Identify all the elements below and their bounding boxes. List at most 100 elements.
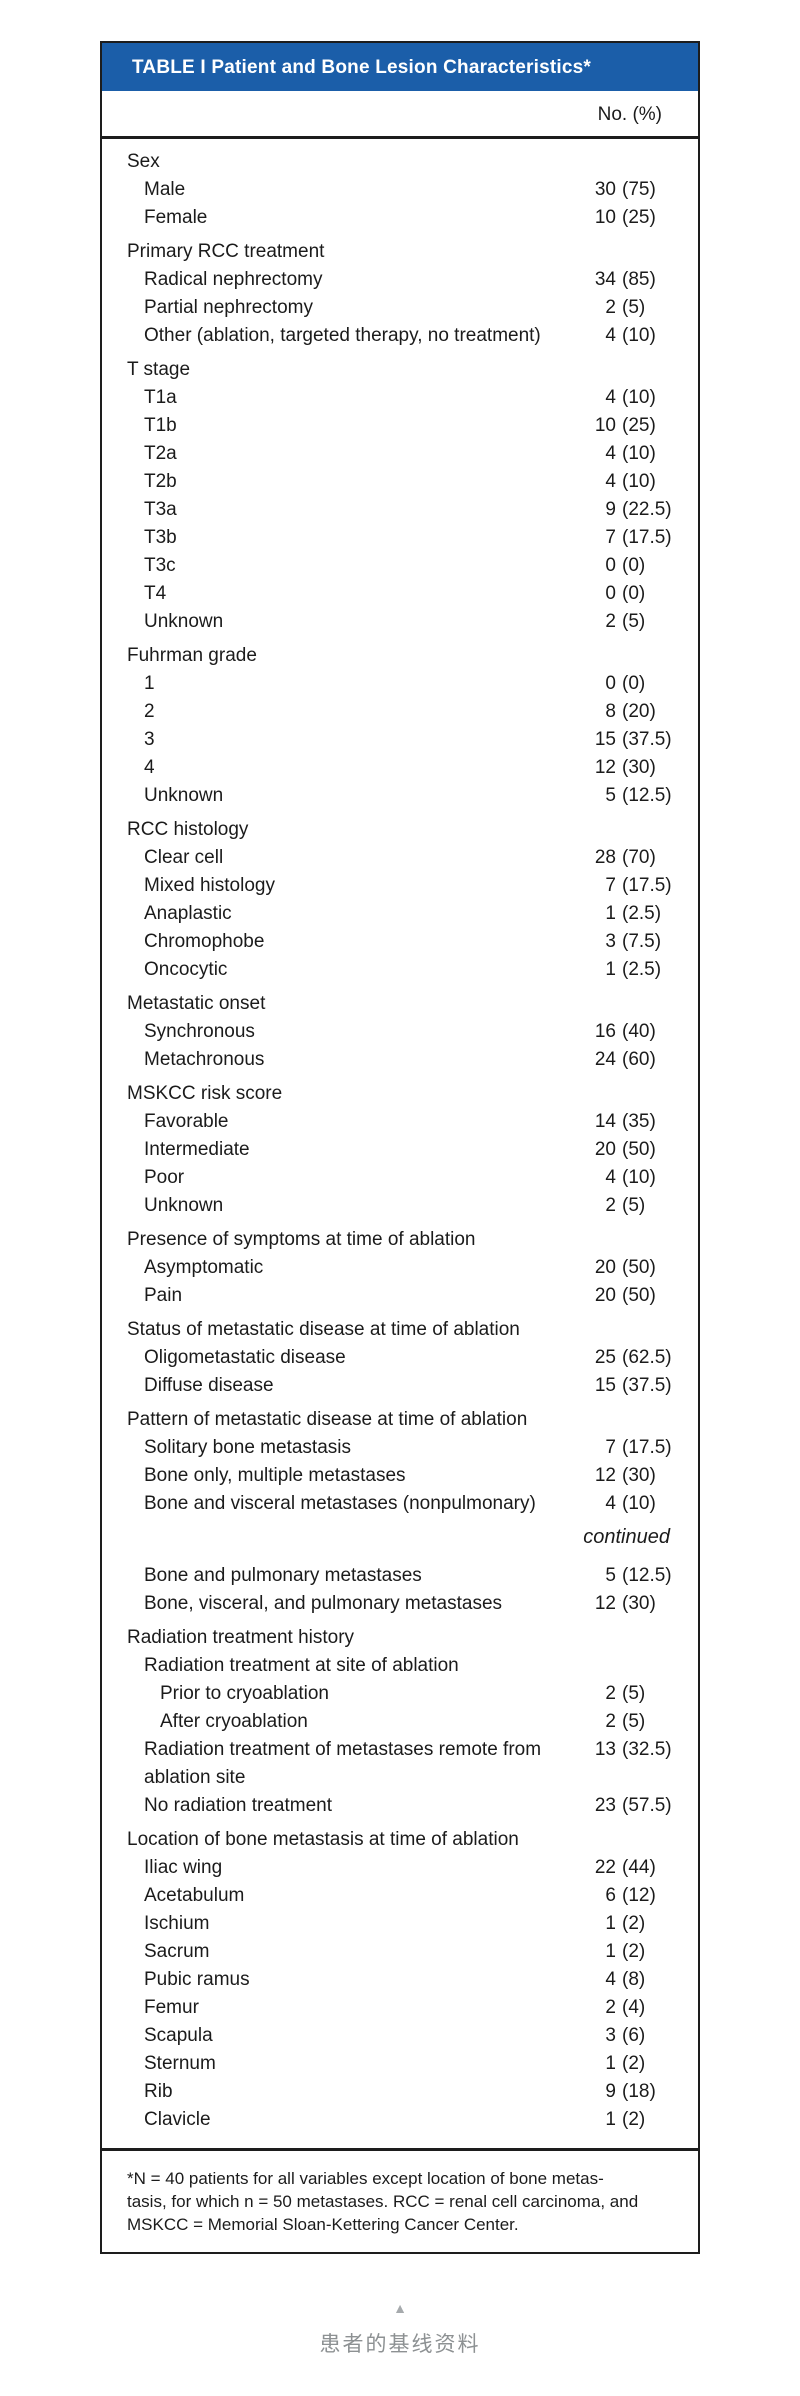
row-value: 2 (5) bbox=[550, 294, 670, 322]
row-value: 7 (17.5) bbox=[550, 872, 672, 900]
row-value: 7 (17.5) bbox=[550, 524, 672, 552]
value-count: 10 bbox=[594, 415, 616, 436]
value-percent: (10) bbox=[622, 1167, 656, 1188]
row-value: 10 (25) bbox=[550, 204, 670, 232]
value-percent: (30) bbox=[622, 1465, 656, 1486]
value-percent: (85) bbox=[622, 269, 656, 290]
table-row: T3c 0 (0) bbox=[102, 552, 698, 580]
table-row: Prior to cryoablation 2 (5) bbox=[102, 1680, 698, 1708]
table-row: T2a 4 (10) bbox=[102, 440, 698, 468]
value-count: 2 bbox=[605, 1711, 616, 1732]
figure-caption: ▲ 患者的基线资料 bbox=[0, 2300, 800, 2358]
value-percent: (5) bbox=[622, 297, 646, 318]
value-percent: (10) bbox=[622, 471, 656, 492]
value-count: 1 bbox=[605, 2053, 616, 2074]
value-count: 0 bbox=[605, 583, 616, 604]
section-header: Fuhrman grade bbox=[127, 645, 257, 666]
table-row: Bone, visceral, and pulmonary metastases… bbox=[102, 1590, 698, 1618]
row-label: Unknown bbox=[144, 785, 224, 806]
row-label: Sacrum bbox=[144, 1941, 210, 1962]
row-value: 15 (37.5) bbox=[550, 1372, 672, 1400]
value-percent: (5) bbox=[622, 1711, 646, 1732]
continued-marker: continued bbox=[583, 1526, 670, 1548]
section-header: Primary RCC treatment bbox=[127, 241, 325, 262]
value-percent: (2.5) bbox=[622, 959, 662, 980]
row-value: 20 (50) bbox=[550, 1282, 670, 1310]
row-label: Metachronous bbox=[144, 1049, 265, 1070]
row-label: Radical nephrectomy bbox=[144, 269, 323, 290]
value-percent: (2) bbox=[622, 1941, 646, 1962]
row-label: Ischium bbox=[144, 1913, 210, 1934]
row-label: Acetabulum bbox=[144, 1885, 245, 1906]
table-row: Other (ablation, targeted therapy, no tr… bbox=[102, 322, 698, 350]
row-value: 30 (75) bbox=[550, 176, 670, 204]
row-label: Diffuse disease bbox=[144, 1375, 274, 1396]
table-row: Ischium 1 (2) bbox=[102, 1910, 698, 1938]
section-header: RCC histology bbox=[127, 819, 249, 840]
row-value: 22 (44) bbox=[550, 1854, 670, 1882]
value-count: 4 bbox=[605, 1493, 616, 1514]
value-percent: (50) bbox=[622, 1285, 656, 1306]
row-value: 4 (10) bbox=[550, 1164, 670, 1192]
value-percent: (30) bbox=[622, 1593, 656, 1614]
value-percent: (40) bbox=[622, 1021, 656, 1042]
row-label: Pubic ramus bbox=[144, 1969, 250, 1990]
value-count: 34 bbox=[594, 269, 616, 290]
row-label: T1a bbox=[144, 387, 177, 408]
row-label: T3c bbox=[144, 555, 176, 576]
value-count: 13 bbox=[594, 1739, 616, 1760]
table-row: Clavicle 1 (2) bbox=[102, 2106, 698, 2134]
value-percent: (0) bbox=[622, 583, 646, 604]
value-count: 15 bbox=[594, 729, 616, 750]
row-value: 7 (17.5) bbox=[550, 1434, 671, 1462]
row-value: 20 (50) bbox=[550, 1136, 670, 1164]
footnote-line: *N = 40 patients for all variables excep… bbox=[127, 2169, 604, 2188]
table-row: Iliac wing 22 (44) bbox=[102, 1854, 698, 1882]
table-row: T2b 4 (10) bbox=[102, 468, 698, 496]
row-label: Oncocytic bbox=[144, 959, 228, 980]
value-count: 5 bbox=[605, 785, 616, 806]
value-percent: (17.5) bbox=[622, 875, 672, 896]
row-label: Favorable bbox=[144, 1111, 229, 1132]
table-title: TABLE I Patient and Bone Lesion Characte… bbox=[132, 57, 592, 78]
value-percent: (37.5) bbox=[622, 729, 672, 750]
value-count: 4 bbox=[605, 1969, 616, 1990]
value-count: 16 bbox=[594, 1021, 616, 1042]
row-value: 34 (85) bbox=[550, 266, 670, 294]
table-row: Rib 9 (18) bbox=[102, 2078, 698, 2106]
value-percent: (10) bbox=[622, 1493, 656, 1514]
value-count: 2 bbox=[605, 1195, 616, 1216]
value-count: 14 bbox=[594, 1111, 616, 1132]
value-percent: (20) bbox=[622, 701, 656, 722]
table-row: Asymptomatic 20 (50) bbox=[102, 1254, 698, 1282]
row-value: 1 (2) bbox=[550, 1910, 670, 1938]
table-row: Bone and visceral metastases (nonpulmona… bbox=[102, 1490, 698, 1518]
value-count: 15 bbox=[594, 1375, 616, 1396]
table-row: Solitary bone metastasis 7 (17.5) bbox=[102, 1434, 698, 1462]
row-label: Other (ablation, targeted therapy, no tr… bbox=[144, 325, 541, 346]
value-count: 9 bbox=[605, 499, 616, 520]
row-value: 4 (8) bbox=[550, 1966, 670, 1994]
value-percent: (7.5) bbox=[622, 931, 662, 952]
row-label: Anaplastic bbox=[144, 903, 232, 924]
row-label: Male bbox=[144, 179, 186, 200]
row-value: 2 (5) bbox=[550, 608, 670, 636]
value-percent: (2.5) bbox=[622, 903, 662, 924]
value-percent: (25) bbox=[622, 207, 656, 228]
table-row: T4 0 (0) bbox=[102, 580, 698, 608]
table-row: Radiation treatment at site of ablation bbox=[102, 1652, 698, 1680]
value-percent: (25) bbox=[622, 415, 656, 436]
row-label: Bone only, multiple metastases bbox=[144, 1465, 406, 1486]
row-value: 10 (25) bbox=[550, 412, 670, 440]
row-label: Intermediate bbox=[144, 1139, 250, 1160]
section-header: Sex bbox=[127, 151, 160, 172]
section-header: Metastatic onset bbox=[127, 993, 266, 1014]
table-row: Synchronous 16 (40) bbox=[102, 1018, 698, 1046]
row-label: Bone, visceral, and pulmonary metastases bbox=[144, 1593, 503, 1614]
value-count: 1 bbox=[605, 903, 616, 924]
value-percent: (17.5) bbox=[622, 527, 672, 548]
row-value: 5 (12.5) bbox=[550, 1562, 672, 1590]
value-percent: (2) bbox=[622, 1913, 646, 1934]
value-percent: (12.5) bbox=[622, 1565, 672, 1586]
row-value: 9 (18) bbox=[550, 2078, 670, 2106]
